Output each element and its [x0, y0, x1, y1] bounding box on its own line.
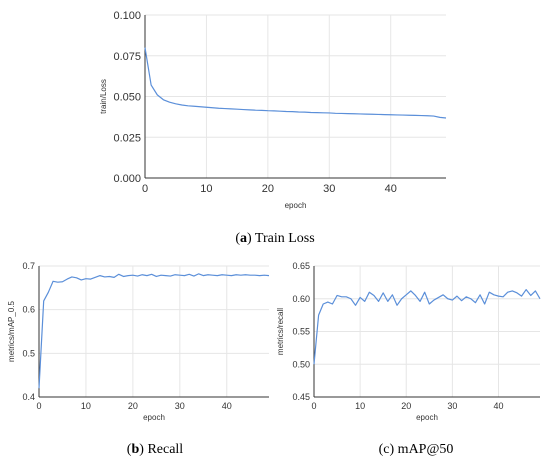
y-tick-label: 0.50: [292, 359, 310, 369]
map50-chart: 0.45 0.50 0.55 0.60 0.65 0 10 20 30 40 metrics/rec…: [276, 261, 541, 422]
x-tick-label: 10: [200, 183, 212, 195]
x-tick-label: 20: [262, 183, 274, 195]
y-tick-label: 0.025: [113, 132, 141, 144]
series-line: [38, 273, 270, 389]
x-tick-label: 30: [323, 183, 335, 195]
x-axis-label: epoch: [285, 201, 307, 210]
y-tick-label: 0.4: [22, 392, 35, 402]
y-tick-label: 0.60: [292, 294, 310, 304]
x-tick-label: 0: [142, 183, 148, 195]
x-tick-label: 40: [385, 183, 397, 195]
x-tick-label: 10: [355, 401, 365, 411]
x-tick-label: 10: [81, 401, 91, 411]
x-tick-label: 30: [175, 401, 185, 411]
x-tick-label: 0: [36, 401, 41, 411]
y-axis-label: metrics/mAP_0.5: [7, 300, 16, 361]
y-axis-label: metrics/recall: [276, 308, 285, 355]
y-tick-label: 0.65: [292, 261, 310, 271]
x-tick-label: 40: [493, 401, 503, 411]
x-axis-label: epoch: [143, 413, 165, 422]
x-tick-label: 20: [401, 401, 411, 411]
caption-b: (b) Recall: [127, 442, 184, 457]
series-line: [313, 288, 541, 365]
y-tick-label: 0.6: [22, 305, 35, 315]
y-tick-label: 0.45: [292, 392, 310, 402]
y-tick-label: 0.000: [113, 173, 141, 185]
recall-chart: 0.4 0.5 0.6 0.7 0 10 20 30 40 metrics/mAP_0.5epoc…: [7, 261, 270, 422]
y-tick-label: 0.100: [113, 10, 141, 22]
series-line: [144, 47, 447, 119]
y-tick-label: 0.55: [292, 327, 310, 337]
train-loss-chart: 0.000 0.025 0.050 0.075 0.100 0 10 20 30 40 train/…: [99, 10, 447, 210]
x-axis-label: epoch: [416, 413, 438, 422]
x-tick-label: 40: [222, 401, 232, 411]
y-tick-label: 0.050: [113, 92, 141, 104]
y-tick-label: 0.7: [22, 261, 35, 271]
y-tick-label: 0.5: [22, 348, 35, 358]
y-tick-label: 0.075: [113, 51, 141, 63]
caption-c: (c) mAP@50: [379, 442, 454, 457]
caption-a: (a) Train Loss: [235, 231, 314, 246]
y-axis-label: train/Loss: [99, 79, 108, 114]
x-tick-label: 30: [447, 401, 457, 411]
x-tick-label: 0: [311, 401, 316, 411]
x-tick-label: 20: [128, 401, 138, 411]
